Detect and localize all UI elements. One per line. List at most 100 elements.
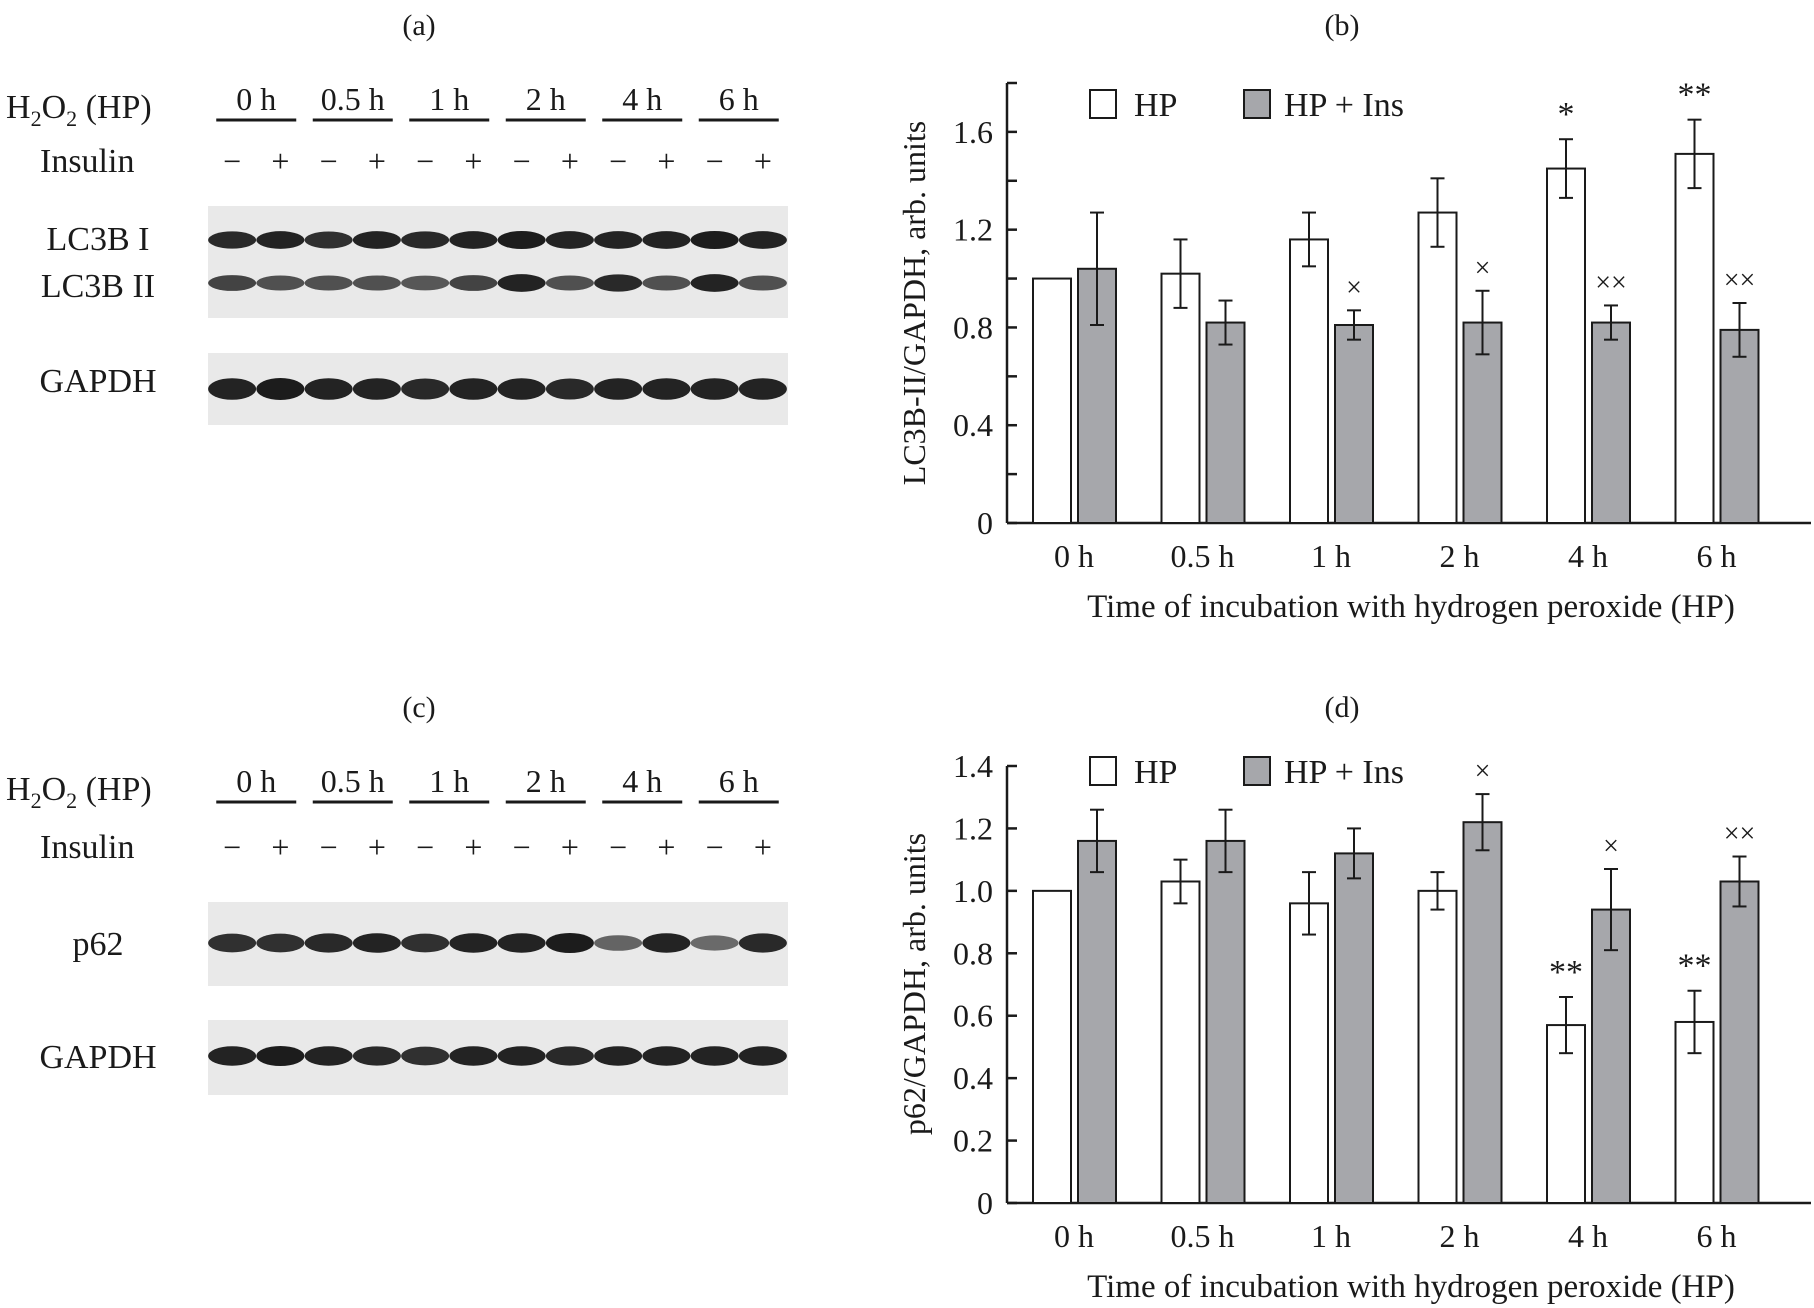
bar-hp-ins [1719,880,1760,1204]
bar-hp-ins [1462,321,1503,524]
protein-band [545,933,594,953]
plus-sign: + [561,829,579,865]
protein-band [497,231,546,249]
bar-hp [1289,902,1329,1204]
protein-band [256,933,305,953]
y-tick-label: 1.2 [953,212,993,248]
plus-sign: + [657,143,675,179]
protein-band [497,933,546,953]
y-tick-label: 1.0 [953,873,993,909]
protein-band [545,275,594,291]
y-tick-label: 0.8 [953,935,993,971]
protein-band [304,231,353,249]
protein-band [304,275,353,291]
plus-sign: + [754,143,772,179]
x-tick-label: 0.5 h [1171,1218,1235,1254]
protein-band [352,378,401,400]
label-part: O [42,771,67,808]
protein-band [497,1046,546,1066]
significance-asterisk: ** [1678,77,1712,114]
protein-band [642,231,691,249]
time-label: 2 h [526,81,566,117]
band-label: GAPDH [39,363,156,400]
protein-band [497,378,546,400]
bar-hp [1546,167,1586,525]
plus-sign: + [561,143,579,179]
label-part: H [6,771,31,808]
time-label: 4 h [622,81,662,117]
protein-band [304,378,353,400]
protein-band [545,378,594,400]
protein-band [352,1046,401,1066]
bar-hp-ins [1462,821,1503,1205]
minus-sign: − [223,143,241,179]
protein-band [449,378,498,400]
y-tick-label: 0.2 [953,1123,993,1159]
protein-band [449,275,498,291]
band-label: LC3B II [41,268,155,305]
minus-sign: − [706,829,724,865]
significance-cross: × [1475,756,1491,787]
minus-sign: − [513,829,531,865]
y-axis-label: LC3B-II/GAPDH, arb. units [896,121,932,485]
protein-band [401,933,450,953]
y-tick-label: 1.6 [953,114,993,150]
h2o2-label: H2O2 (HP) [6,89,152,131]
protein-band [256,275,305,291]
significance-cross: ×× [1724,819,1756,850]
protein-band [449,933,498,953]
plus-sign: + [754,829,772,865]
time-label: 6 h [719,81,759,117]
panel-label-d: (d) [1325,691,1360,724]
protein-band [497,274,546,292]
bar-hp-ins [1077,839,1117,1205]
bar-hp-ins [1077,267,1117,524]
x-tick-label: 4 h [1568,1218,1608,1254]
significance-cross: × [1603,831,1619,862]
subscript: 2 [31,788,42,813]
plus-sign: + [271,143,289,179]
x-tick-label: 1 h [1311,538,1351,574]
significance-cross: × [1346,272,1362,303]
x-tick-label: 0 h [1054,1218,1094,1254]
protein-band [256,231,305,249]
protein-band [690,935,739,951]
protein-band [642,933,691,953]
legend-label: HP [1134,87,1177,124]
protein-band [352,275,401,291]
legend-swatch-hp [1089,756,1117,786]
time-label: 0.5 h [321,763,385,799]
bar-chart-d: 0 0.2 0.4 0.6 0.8 1.0 1.2 1.4 p62/GAPDH, arb. un… [896,748,1811,1305]
protein-band [401,1046,450,1066]
minus-sign: − [609,829,627,865]
protein-band [545,231,594,249]
minus-sign: − [223,829,241,865]
bar-hp-ins [1334,852,1374,1205]
y-tick-label: 0.4 [953,407,993,443]
insulin-label: Insulin [40,143,134,180]
bar-hp-ins [1719,328,1760,524]
protein-band [690,274,739,292]
protein-band [642,378,691,400]
protein-band [738,231,787,249]
subscript: 2 [66,788,77,813]
y-tick-label: 0 [977,1185,993,1221]
protein-band [690,231,739,249]
protein-band [401,275,450,291]
panel-label-c: (c) [402,691,435,724]
protein-band [594,935,643,951]
protein-band [304,1046,353,1066]
protein-band [738,1046,787,1066]
bar-hp [1417,889,1458,1204]
protein-band [738,933,787,953]
bar-hp [1417,211,1458,525]
band-label: GAPDH [39,1039,156,1076]
x-axis-label: Time of incubation with hydrogen peroxid… [1087,1269,1735,1305]
band-label: p62 [73,926,124,963]
minus-sign: − [513,143,531,179]
plus-sign: + [368,143,386,179]
y-tick-label: 1.2 [953,810,993,846]
subscript: 2 [31,106,42,131]
